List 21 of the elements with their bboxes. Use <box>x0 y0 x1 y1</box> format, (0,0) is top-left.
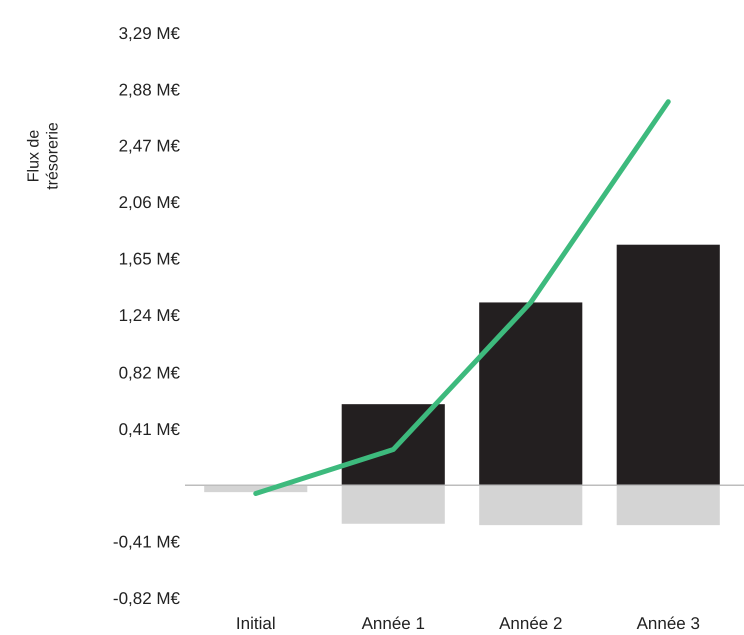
y-tick-label: 2,06 M€ <box>118 193 181 212</box>
x-tick-label: Année 1 <box>362 614 425 633</box>
y-tick-label: 1,24 M€ <box>118 306 181 325</box>
x-tick-label: Année 3 <box>636 614 700 633</box>
bar <box>342 404 445 486</box>
y-tick-label: 0,41 M€ <box>118 420 181 439</box>
bar <box>616 244 720 486</box>
y-tick-label: 2,47 M€ <box>118 136 181 156</box>
y-tick-label: -0,41 M€ <box>112 532 181 552</box>
y-tick-label: 0,82 M€ <box>118 364 181 382</box>
y-tick-label: 1,65 M€ <box>118 249 181 268</box>
bar <box>616 485 720 526</box>
bar <box>479 302 582 486</box>
y-tick-label: -0,82 M€ <box>112 588 181 608</box>
y-tick-label: 2,88 M€ <box>118 80 181 100</box>
bar <box>479 485 582 526</box>
y-tick-label: 3,29 M€ <box>118 24 181 43</box>
y-axis-title: Flux de trésorerie <box>25 122 62 190</box>
bar <box>342 485 445 524</box>
x-tick-label: Initial <box>236 614 276 633</box>
x-tick-label: Année 2 <box>499 614 562 633</box>
